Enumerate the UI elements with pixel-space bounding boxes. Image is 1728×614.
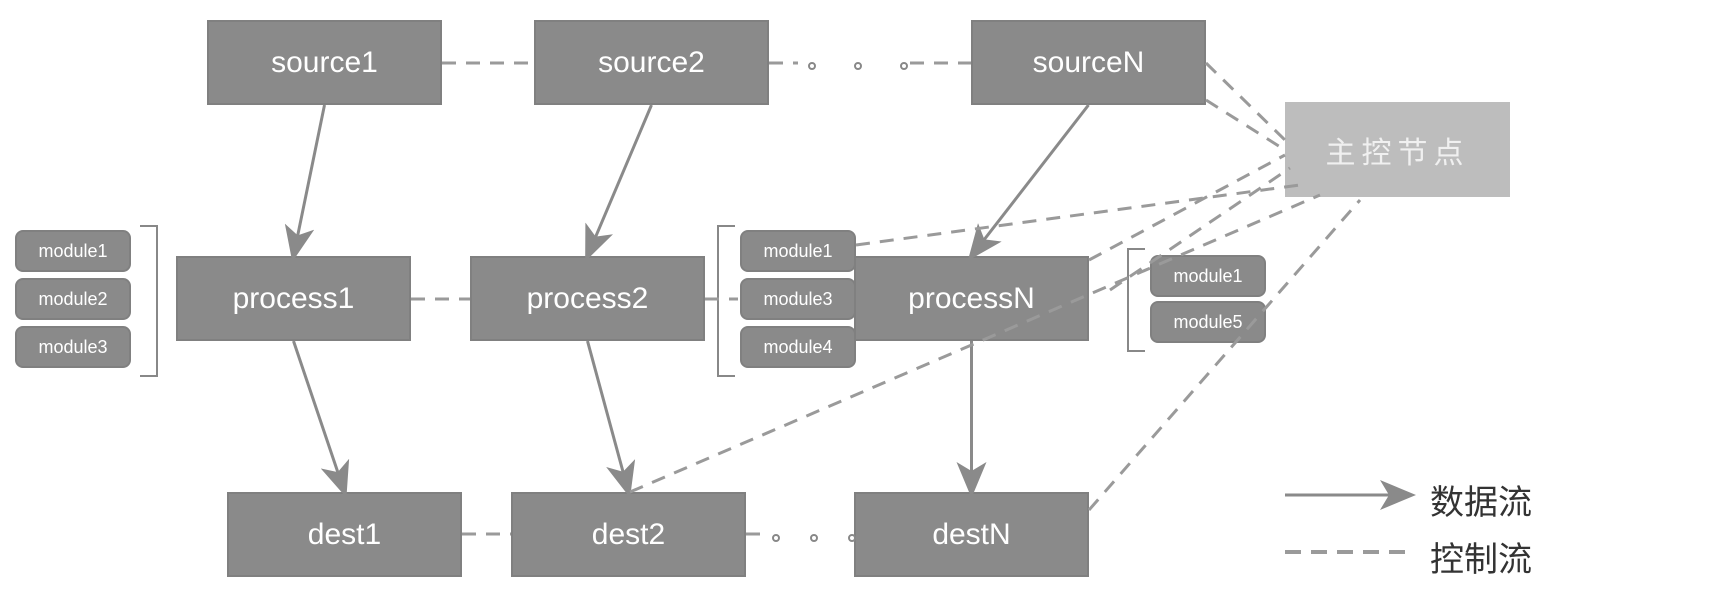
ellipsis-dot	[810, 534, 818, 542]
node-label: 主控节点	[1326, 128, 1470, 172]
module-item: module3	[740, 278, 856, 320]
node-process1: process1	[176, 256, 411, 341]
node-label: dest2	[592, 518, 665, 552]
node-label: process2	[527, 282, 649, 316]
module-item: module3	[15, 326, 131, 368]
ellipsis-dot	[808, 62, 816, 70]
node-label: process1	[233, 282, 355, 316]
node-process2: process2	[470, 256, 705, 341]
bracket	[140, 225, 158, 377]
node-dest1: dest1	[227, 492, 462, 577]
node-source1: source1	[207, 20, 442, 105]
ellipsis-dot	[848, 534, 856, 542]
node-label: processN	[908, 282, 1035, 316]
bracket	[1127, 248, 1145, 352]
node-label: source2	[598, 46, 705, 80]
node-label: destN	[932, 518, 1010, 552]
module-item: module4	[740, 326, 856, 368]
legend-label-control: 控制流	[1430, 532, 1532, 581]
node-label: dest1	[308, 518, 381, 552]
bracket	[717, 225, 735, 377]
node-dest2: dest2	[511, 492, 746, 577]
module-item: module5	[1150, 301, 1266, 343]
node-source2: source2	[534, 20, 769, 105]
ellipsis-dot	[854, 62, 862, 70]
ellipsis-dot	[772, 534, 780, 542]
node-processN: processN	[854, 256, 1089, 341]
node-label: source1	[271, 46, 378, 80]
node-destN: destN	[854, 492, 1089, 577]
legend-label-data: 数据流	[1430, 475, 1532, 524]
module-item: module1	[15, 230, 131, 272]
module-item: module1	[1150, 255, 1266, 297]
module-item: module1	[740, 230, 856, 272]
node-control: 主控节点	[1285, 102, 1510, 197]
node-sourceN: sourceN	[971, 20, 1206, 105]
node-label: sourceN	[1033, 46, 1145, 80]
module-item: module2	[15, 278, 131, 320]
ellipsis-dot	[900, 62, 908, 70]
